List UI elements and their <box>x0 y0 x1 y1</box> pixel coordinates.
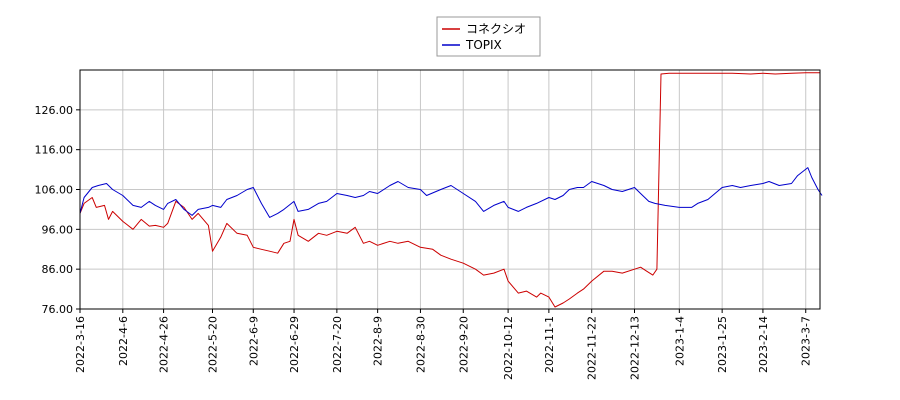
x-tick-label: 2023-2-14 <box>757 316 770 373</box>
x-tick-label: 2022-8-9 <box>372 316 385 366</box>
x-tick-label: 2023-1-25 <box>716 316 729 373</box>
x-tick-label: 2022-11-22 <box>586 316 599 380</box>
legend: コネクシオ TOPIX <box>436 16 541 57</box>
x-tick-label: 2022-10-12 <box>502 316 515 380</box>
y-tick-label: 116.00 <box>35 144 74 157</box>
x-tick-label: 2022-8-30 <box>414 316 427 373</box>
series-line-1 <box>79 167 823 218</box>
y-axis: 76.00 86.00 96.00 106.00 116.00 126.00 <box>35 104 80 316</box>
x-tick-label: 2022-9-20 <box>457 316 470 373</box>
series-lines <box>79 72 823 308</box>
y-tick-label: 86.00 <box>42 263 74 276</box>
series-line-0 <box>79 72 820 308</box>
x-tick-label: 2022-5-20 <box>207 316 220 373</box>
legend-label-topix: TOPIX <box>465 38 502 52</box>
x-tick-label: 2022-4-26 <box>158 316 171 373</box>
legend-label-konekushio: コネクシオ <box>466 22 526 36</box>
y-tick-label: 96.00 <box>42 223 74 236</box>
grid-lines <box>79 70 820 310</box>
y-tick-label: 126.00 <box>35 104 74 117</box>
legend-box <box>436 16 541 57</box>
y-tick-label: 76.00 <box>42 303 74 316</box>
x-tick-label: 2023-3-7 <box>800 316 813 366</box>
x-tick-label: 2022-4-6 <box>117 316 130 366</box>
x-tick-label: 2022-7-20 <box>331 316 344 373</box>
y-tick-label: 106.00 <box>35 184 74 197</box>
x-tick-label: 2023-1-4 <box>673 316 686 366</box>
x-tick-label: 2022-6-9 <box>247 316 260 366</box>
x-axis: 2022-3-16 2022-4-6 2022-4-26 2022-5-20 2022-… <box>74 309 813 380</box>
x-tick-label: 2022-12-13 <box>628 316 641 380</box>
x-tick-label: 2022-11-1 <box>543 316 556 373</box>
x-tick-label: 2022-6-29 <box>288 316 301 373</box>
x-tick-label: 2022-3-16 <box>74 316 87 373</box>
